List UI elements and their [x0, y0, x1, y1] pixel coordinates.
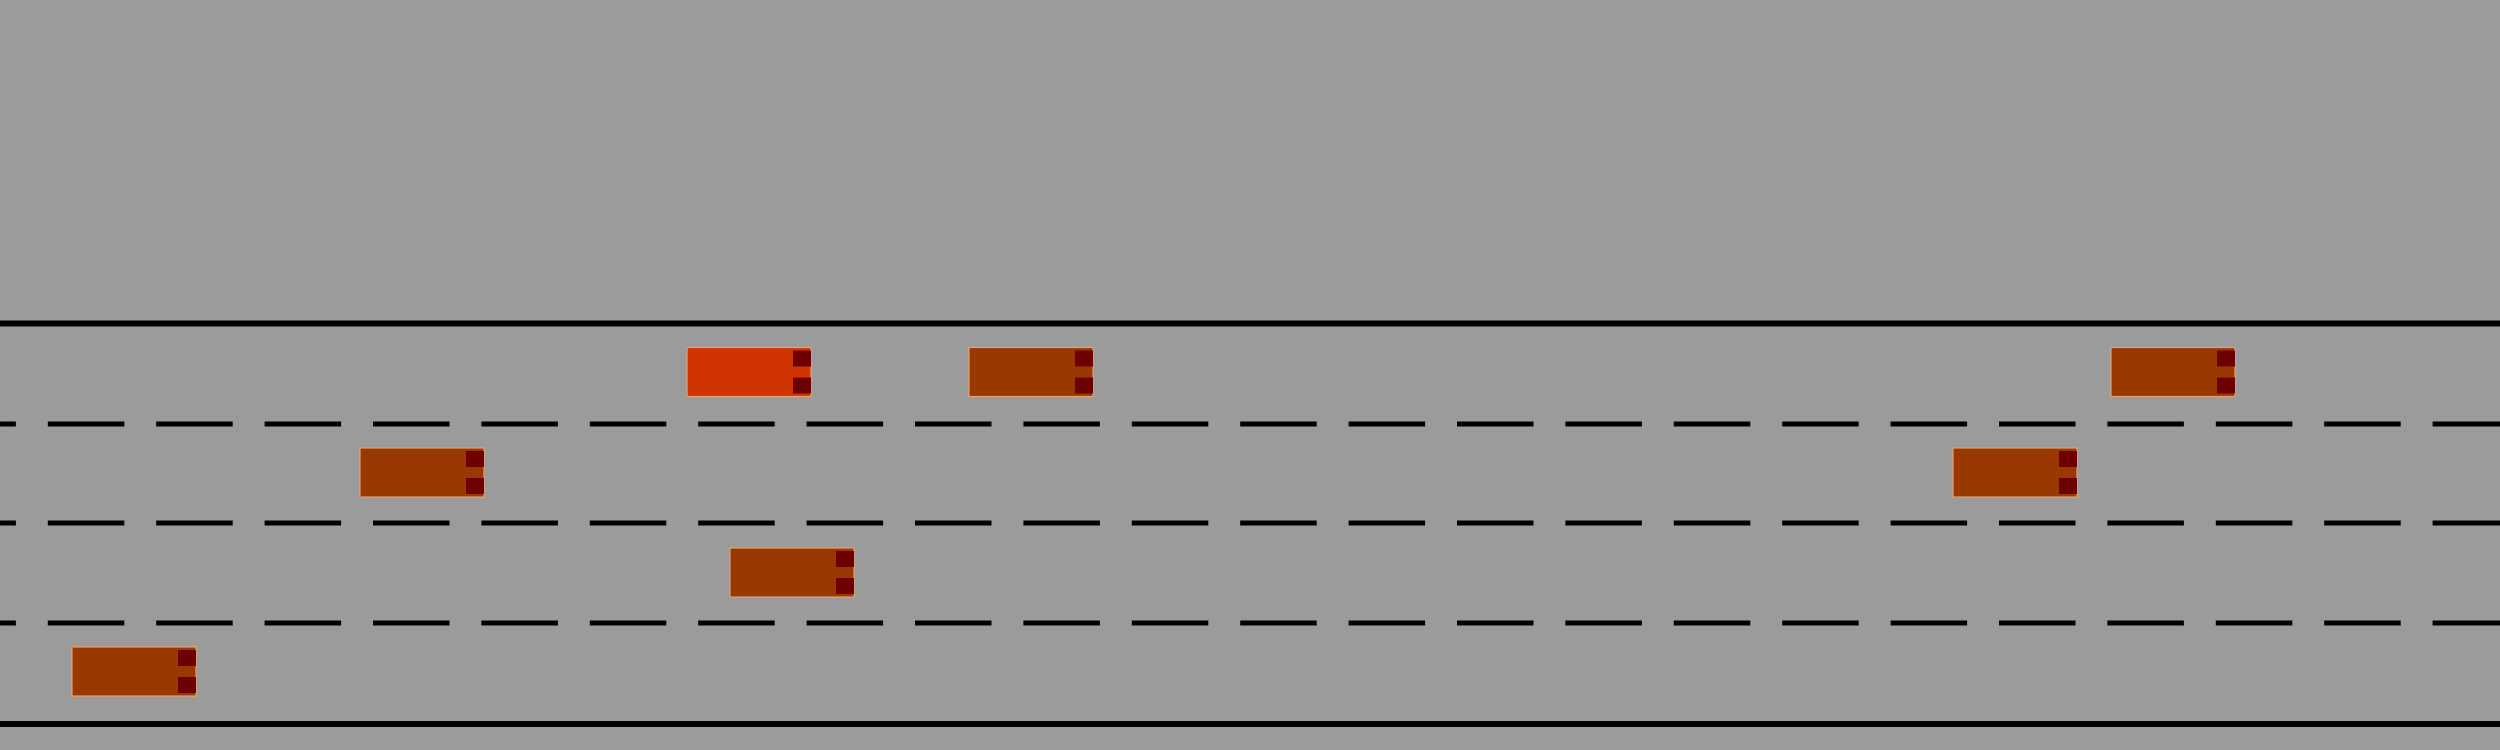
vehicle [729, 547, 855, 598]
vehicle [2110, 346, 2236, 398]
vehicle [1952, 447, 2078, 498]
vehicle [968, 346, 1094, 398]
vehicle [359, 447, 485, 498]
vehicle [71, 646, 197, 697]
ego-vehicle [686, 346, 812, 398]
